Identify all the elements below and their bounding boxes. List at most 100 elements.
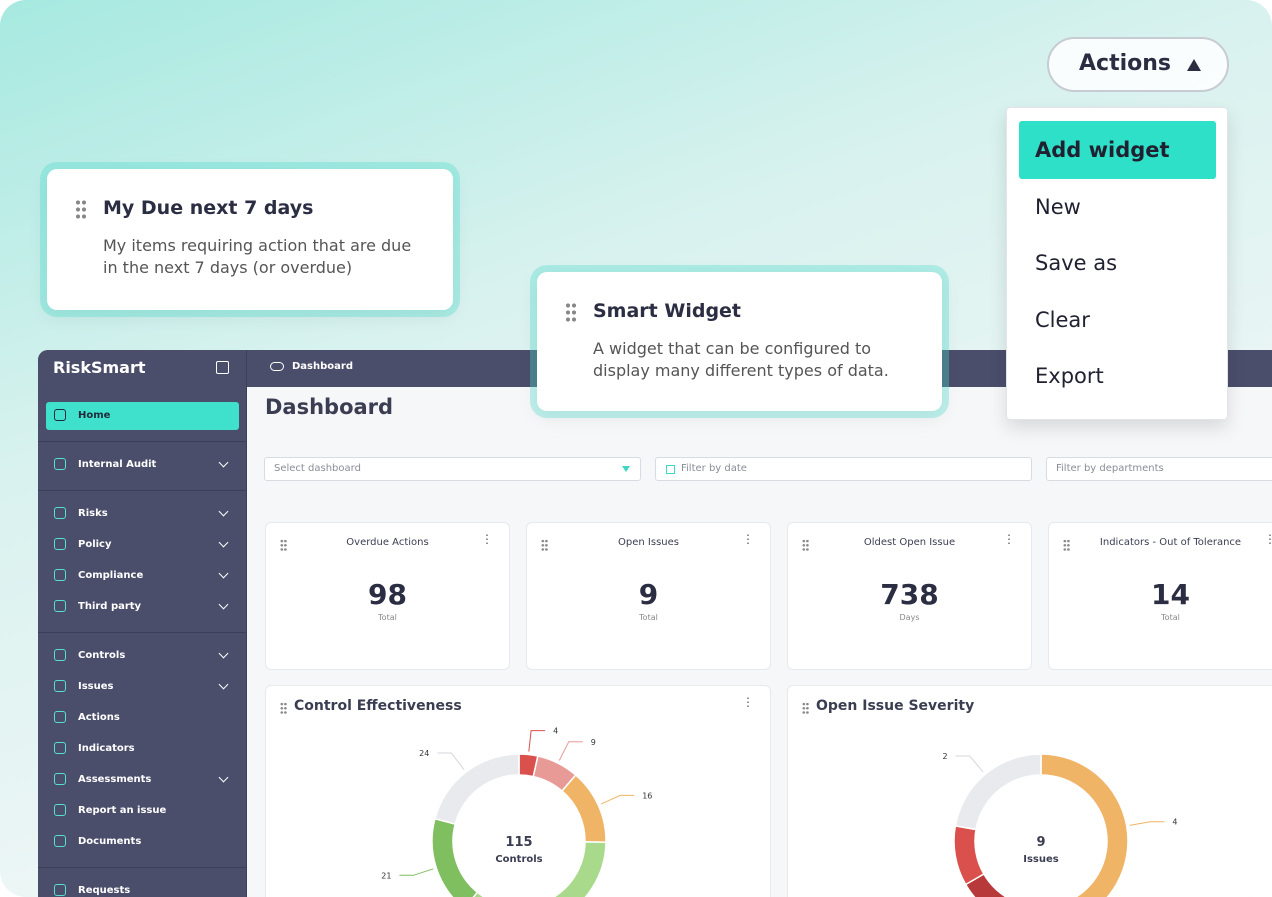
dropdown-caret — [622, 466, 630, 472]
widget-title: Smart Widget — [593, 300, 742, 322]
chevron — [218, 772, 229, 783]
nav-separator — [38, 490, 247, 491]
segment-label: 2 — [943, 752, 948, 761]
nav-item[interactable]: Home — [46, 402, 239, 430]
nav-icon — [54, 600, 66, 612]
actions-label: Actions — [1079, 51, 1171, 76]
filter[interactable]: Filter by departments — [1046, 457, 1272, 481]
stat-value: 14 — [1151, 578, 1190, 611]
nav-item[interactable]: Requests — [46, 877, 239, 897]
menu-item[interactable]: New — [1035, 194, 1081, 219]
chevron — [218, 568, 229, 579]
segment-label: 24 — [419, 749, 429, 758]
nav-item[interactable]: Risks — [46, 500, 239, 528]
leader-line — [955, 755, 984, 773]
donut-chart: 4 9 16 21 24 115 Controls — [381, 727, 652, 897]
nav-icon — [54, 507, 66, 519]
nav-label: Assessments — [78, 774, 152, 785]
menu-item[interactable]: Export — [1035, 364, 1104, 389]
collapse-icon[interactable] — [216, 361, 229, 374]
widget-description: A widget that can be configured to displ… — [593, 339, 889, 380]
app-window: RiskSmart Home Internal Audit Risks Policy C… — [38, 350, 1272, 897]
nav-icon — [54, 458, 66, 470]
nav-label: Third party — [78, 601, 142, 612]
stat-unit: Total — [639, 613, 658, 622]
nav-item[interactable]: Controls — [46, 642, 239, 670]
nav-separator — [38, 632, 247, 633]
stat-title: Indicators - Out of Tolerance — [1099, 537, 1242, 548]
chart-title: Control Effectiveness — [294, 698, 462, 714]
segment-label: 4 — [553, 727, 558, 736]
stat-title: Open Issues — [618, 537, 679, 548]
segment-label: 9 — [591, 738, 596, 747]
nav-item[interactable]: Assessments — [46, 766, 239, 794]
nav-icon — [54, 711, 66, 723]
donut-segment — [954, 753, 1042, 831]
nav-separator — [38, 867, 247, 868]
stat-value: 98 — [368, 578, 407, 611]
nav-item[interactable]: Policy — [46, 531, 239, 559]
calendar-icon — [666, 465, 675, 474]
nav-item[interactable]: Indicators — [46, 735, 239, 763]
chevron — [218, 648, 229, 659]
nav-label: Actions — [78, 712, 120, 723]
stat-unit: Total — [378, 613, 397, 622]
widget-card[interactable]: Smart Widget A widget that can be configu… — [537, 272, 942, 411]
leader-line — [1129, 821, 1165, 826]
actions-button[interactable]: Actions — [1047, 37, 1229, 92]
nav-label: Indicators — [78, 743, 135, 754]
kebab[interactable]: ⋮ — [1003, 532, 1015, 546]
center-value: 9 — [1036, 835, 1045, 850]
stat-card: Oldest Open Issue ⋮ 738 Days — [787, 522, 1032, 670]
sidebar: RiskSmart Home Internal Audit Risks Policy C… — [38, 350, 247, 897]
nav-item[interactable]: Internal Audit — [46, 451, 239, 479]
donut-segment — [472, 841, 607, 897]
segment-label: 16 — [642, 791, 652, 800]
nav-icon — [54, 649, 66, 661]
drag-handle — [280, 539, 288, 551]
leader-line — [399, 868, 434, 876]
nav-icon — [54, 835, 66, 847]
drag-handle — [565, 302, 577, 322]
chevron — [218, 537, 229, 548]
chevron — [218, 599, 229, 610]
drag-handle — [802, 539, 810, 551]
filter[interactable]: Filter by date — [655, 457, 1032, 481]
kebab[interactable]: ⋮ — [481, 532, 493, 546]
nav-item[interactable]: Report an issue — [46, 797, 239, 825]
nav-item[interactable]: Compliance — [46, 562, 239, 590]
center-label: Controls — [495, 854, 542, 865]
chart-card: Open Issue Severity 4 2 9 Issues — [787, 685, 1272, 897]
drag-handle — [541, 539, 549, 551]
nav-item[interactable]: Issues — [46, 673, 239, 701]
center-value: 115 — [505, 835, 532, 850]
nav-icon — [54, 409, 66, 421]
menu-item[interactable]: Clear — [1035, 307, 1090, 332]
nav-item[interactable]: Third party — [46, 593, 239, 621]
leader-line — [558, 741, 583, 761]
center-label: Issues — [1023, 854, 1059, 865]
filter-text: Filter by departments — [1056, 463, 1164, 474]
filter-text: Select dashboard — [274, 463, 361, 474]
nav-label: Issues — [78, 681, 114, 692]
breadcrumb[interactable]: Dashboard — [270, 361, 353, 372]
nav-label: Home — [78, 410, 111, 421]
chevron — [218, 506, 229, 517]
nav-label: Internal Audit — [78, 459, 157, 470]
kebab[interactable]: ⋮ — [1264, 532, 1272, 546]
breadcrumb-text: Dashboard — [292, 361, 353, 372]
menu-item[interactable]: Add widget — [1019, 121, 1216, 179]
widget-card[interactable]: My Due next 7 days My items requiring act… — [47, 169, 453, 310]
nav-label: Documents — [78, 836, 142, 847]
kebab[interactable]: ⋮ — [742, 532, 754, 546]
filter[interactable]: Select dashboard — [264, 457, 641, 481]
caret — [1187, 59, 1201, 71]
drag-handle — [280, 702, 288, 714]
nav-item[interactable]: Actions — [46, 704, 239, 732]
nav-item[interactable]: Documents — [46, 828, 239, 856]
donut-segment — [953, 825, 985, 886]
leader-line — [528, 730, 546, 752]
nav-label: Compliance — [78, 570, 144, 581]
menu-item[interactable]: Save as — [1035, 251, 1118, 276]
